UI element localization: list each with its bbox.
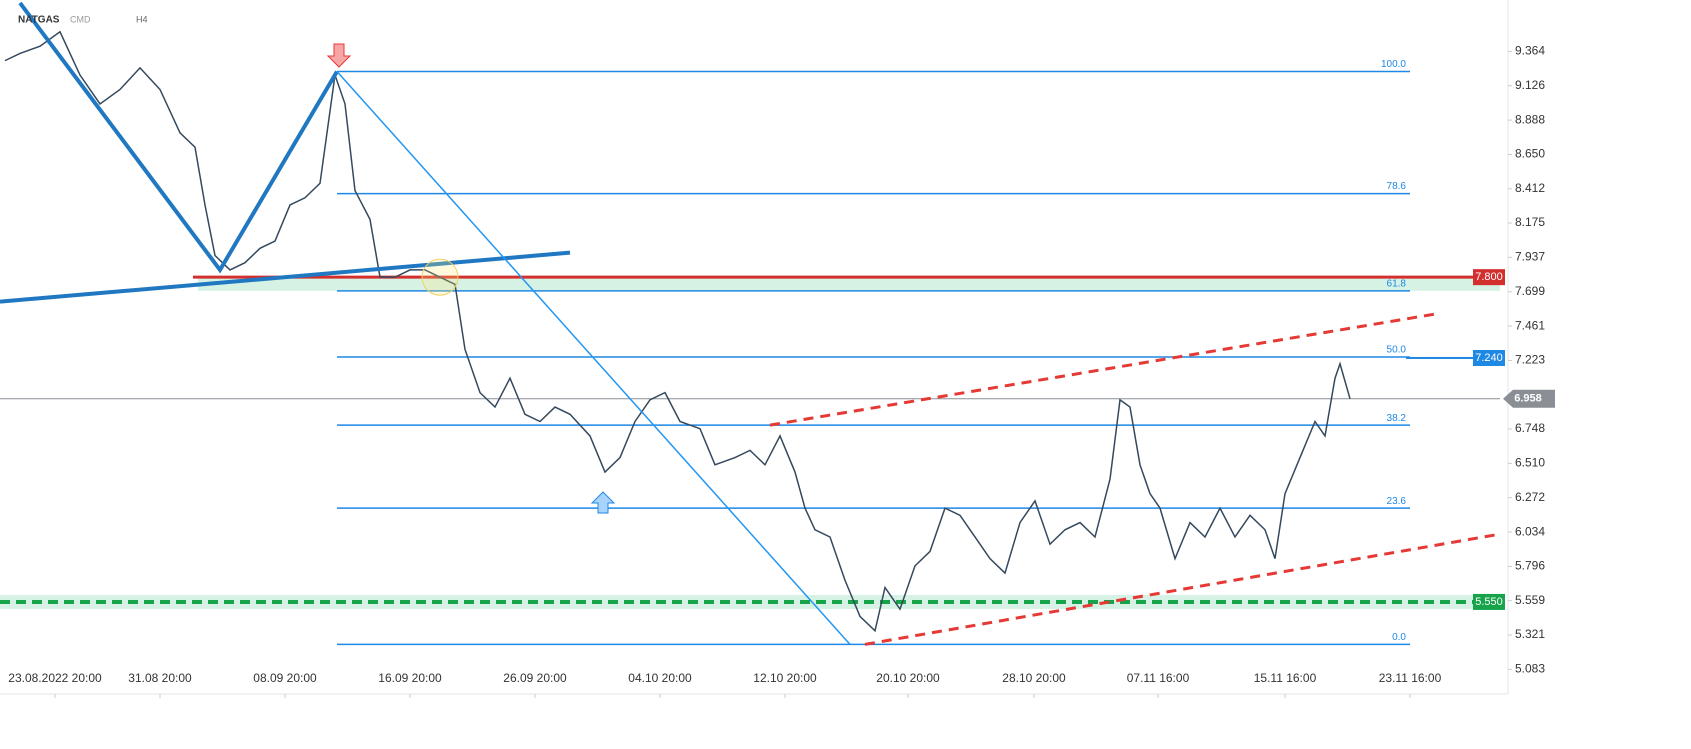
support-zone [198,277,1500,291]
price-tag-label: 7.240 [1475,352,1503,364]
fib-label: 38.2 [1387,413,1407,424]
x-tick-label: 15.11 16:00 [1254,671,1317,685]
y-tick-label: 9.126 [1515,78,1545,92]
y-tick-label: 6.748 [1515,421,1545,435]
y-tick-label: 7.937 [1515,250,1545,264]
market: CMD [70,14,91,24]
price-tag [1473,349,1505,366]
y-tick-label: 8.175 [1515,215,1545,229]
x-tick-label: 12.10 20:00 [753,671,817,685]
price-line-series [4,30,1351,633]
fib-label: 61.8 [1387,279,1407,290]
y-tick-label: 7.699 [1515,284,1545,298]
trendline [336,70,851,645]
x-tick-label: 08.09 20:00 [253,671,317,685]
y-tick-label: 5.321 [1515,627,1545,641]
y-tick-label: 5.559 [1515,593,1545,607]
price-tag-label: 5.550 [1475,596,1503,608]
up-arrow [590,491,616,514]
x-tick-label: 26.09 20:00 [503,671,567,685]
trendline [769,311,1441,427]
down-arrow [326,43,352,68]
symbol[interactable]: NATGAS [18,15,60,26]
fib-label: 100.0 [1381,59,1406,70]
price-tag [1503,389,1555,408]
trendline [18,1,339,274]
price-tag [1473,269,1505,286]
fib-label: 78.6 [1387,181,1407,192]
y-tick-label: 9.364 [1515,44,1545,58]
trendline [0,250,571,304]
y-tick-label: 8.412 [1515,181,1545,195]
x-tick-label: 20.10 20:00 [876,671,940,685]
y-tick-label: 6.034 [1515,524,1545,538]
y-tick-label: 5.083 [1515,662,1545,676]
y-tick-label: 6.510 [1515,456,1545,470]
y-tick-label: 8.888 [1515,112,1545,126]
trendline [864,532,1501,646]
price-tag-label: 6.958 [1514,393,1542,405]
y-tick-label: 7.223 [1515,353,1545,367]
fib-label: 23.6 [1387,496,1407,507]
y-tick-label: 8.650 [1515,147,1545,161]
x-tick-label: 31.08 20:00 [128,671,192,685]
y-tick-label: 6.272 [1515,490,1545,504]
x-tick-label: 07.11 16:00 [1127,671,1190,685]
x-tick-label: 16.09 20:00 [378,671,442,685]
price-tag [1473,593,1505,610]
price-tag-label: 7.800 [1475,271,1503,283]
fib-label: 50.0 [1387,345,1407,356]
y-tick-label: 5.796 [1515,559,1545,573]
x-tick-label: 28.10 20:00 [1002,671,1066,685]
y-tick-label: 7.461 [1515,318,1545,332]
x-tick-label: 04.10 20:00 [628,671,692,685]
x-tick-label: 23.11 16:00 [1379,671,1442,685]
x-tick-label: 23.08.2022 20:00 [8,671,102,685]
timeframe[interactable]: H4 [136,14,148,24]
fib-label: 0.0 [1392,632,1406,643]
highlight [421,258,459,296]
